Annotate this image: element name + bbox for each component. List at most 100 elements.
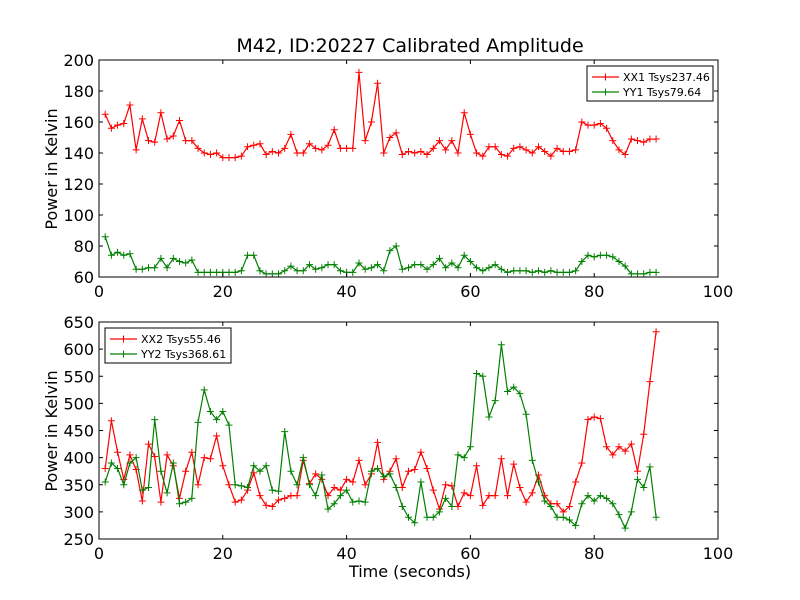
top-data-point [231, 154, 239, 162]
top-x-tick-label: 0 [94, 282, 104, 301]
top-data-point [256, 140, 264, 148]
bottom-data-point [522, 498, 530, 506]
bottom-data-point [621, 524, 629, 532]
bottom-data-point [188, 448, 196, 456]
top-data-point [250, 141, 258, 149]
bottom-y-tick-label: 600 [63, 340, 94, 359]
top-data-point [460, 109, 468, 117]
bottom-data-point [244, 483, 252, 491]
bottom-data-point [584, 492, 592, 500]
bottom-data-point [206, 408, 214, 416]
bottom-data-point [504, 492, 512, 500]
top-data-point [584, 121, 592, 129]
bottom-data-point [578, 459, 586, 467]
bottom-data-point [429, 486, 437, 494]
bottom-data-point [405, 513, 412, 521]
bottom-data-point [231, 498, 239, 506]
top-series-1 [101, 68, 660, 162]
top-data-point [621, 151, 629, 159]
bottom-data-point [318, 471, 326, 479]
top-data-point [454, 149, 462, 157]
bottom-data-point [510, 383, 518, 391]
top-data-point [219, 154, 227, 162]
top-data-point [163, 135, 171, 143]
top-data-point [510, 144, 518, 152]
bottom-data-point [652, 328, 660, 336]
top-series-2 [101, 233, 660, 277]
top-data-point [510, 267, 518, 275]
bottom-data-point [355, 456, 363, 464]
bottom-data-point [392, 483, 400, 491]
bottom-data-point [281, 428, 289, 436]
top-data-point [596, 251, 604, 259]
bottom-data-point [578, 500, 586, 508]
bottom-data-point [497, 341, 505, 349]
bottom-data-point [126, 451, 134, 459]
top-data-point [603, 251, 611, 259]
top-legend-marker [602, 73, 609, 81]
bottom-data-point [169, 459, 177, 467]
top-data-point [497, 265, 505, 273]
bottom-data-point [361, 481, 369, 489]
top-data-point [466, 258, 474, 265]
bottom-data-point [485, 413, 493, 421]
top-data-point [528, 268, 536, 276]
top-data-point [169, 132, 177, 140]
top-data-point [392, 129, 400, 137]
bottom-data-point [466, 492, 474, 500]
top-plot: M42, ID:20227 Calibrated Amplitude Power… [42, 35, 733, 301]
bottom-data-point [516, 390, 524, 398]
top-data-point [565, 268, 573, 276]
top-data-point [182, 137, 190, 145]
top-data-point [336, 267, 344, 275]
top-data-point [386, 134, 394, 141]
top-data-point [293, 149, 301, 157]
bottom-data-point [634, 467, 642, 475]
top-data-point [101, 233, 109, 241]
top-data-point [454, 264, 462, 272]
bottom-data-point [485, 492, 493, 500]
bottom-data-point [237, 482, 245, 490]
bottom-data-point [343, 475, 351, 483]
bottom-data-point [442, 494, 450, 502]
top-data-point [312, 144, 320, 152]
bottom-data-point [634, 475, 642, 483]
top-data-point [268, 270, 276, 277]
top-data-point [405, 264, 412, 272]
bottom-data-point [330, 500, 338, 508]
top-data-point [522, 146, 530, 154]
bottom-data-point [219, 462, 227, 470]
top-data-point [244, 143, 252, 151]
bottom-legend: XX2 Tsys55.46 YY2 Tsys368.61 [104, 327, 232, 364]
top-legend-marker [602, 88, 609, 96]
top-data-point [175, 116, 183, 124]
top-data-point [596, 120, 604, 128]
top-data-point [200, 149, 208, 157]
bottom-data-point [590, 497, 598, 505]
bottom-data-point [101, 464, 109, 472]
top-data-point [132, 265, 140, 273]
top-data-point [547, 267, 555, 275]
top-data-point [640, 270, 648, 277]
bottom-data-point [256, 492, 264, 500]
bottom-data-point [473, 370, 481, 378]
bottom-data-point [646, 378, 654, 386]
top-data-point [528, 149, 536, 157]
bottom-data-point [305, 481, 313, 489]
bottom-data-point [107, 459, 115, 467]
bottom-data-point [250, 462, 258, 470]
bottom-data-point [522, 410, 530, 418]
bottom-data-point [411, 519, 419, 527]
top-y-tick-label: 140 [63, 144, 94, 163]
bottom-data-point [429, 513, 437, 521]
bottom-data-point [268, 502, 276, 510]
bottom-data-point [138, 486, 146, 494]
top-legend-label: XX1 Tsys237.46 [623, 71, 710, 84]
bottom-y-tick-label: 550 [63, 367, 94, 386]
bottom-data-point [615, 443, 623, 451]
top-data-point [231, 268, 239, 276]
top-legend-box [586, 65, 714, 102]
top-data-point [541, 268, 549, 276]
bottom-data-point [194, 481, 202, 489]
bottom-data-point [213, 416, 221, 424]
